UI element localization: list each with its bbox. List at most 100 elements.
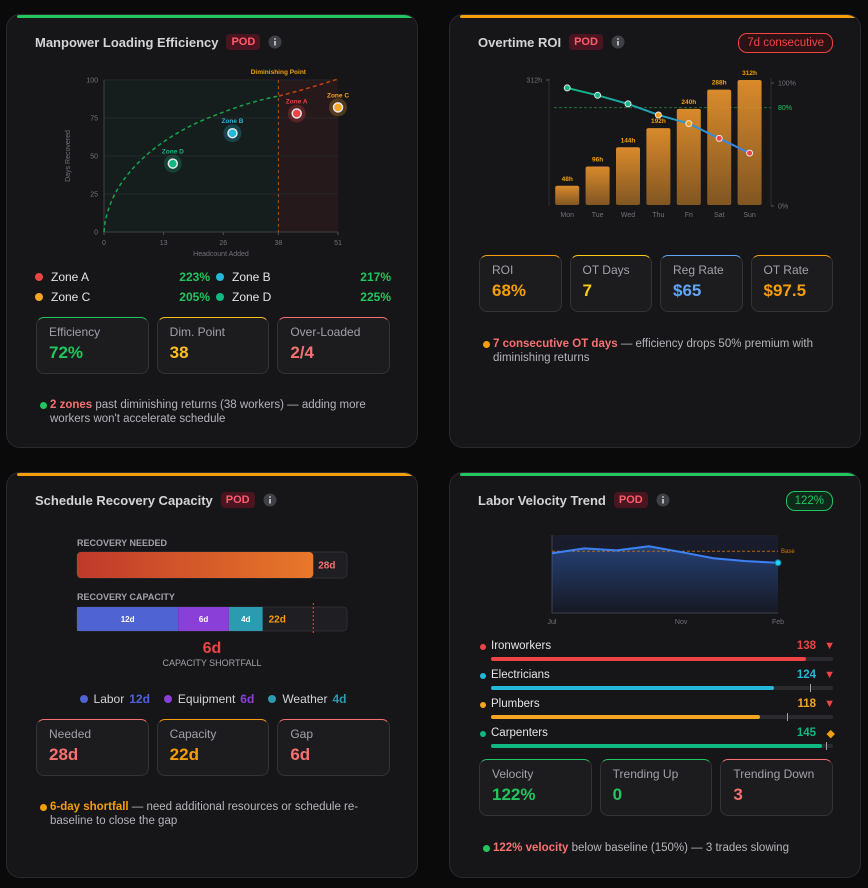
point [332,102,344,113]
info-stem [661,499,664,504]
segment-label: 12d [121,615,135,624]
stat-card: Needed 28d [36,719,149,776]
stat-card: ROI 68% [479,255,562,312]
trade-target [826,742,828,750]
x-tick-label: Sat [714,212,725,219]
badge: POD [220,492,255,508]
x-tick-label: Sun [743,212,756,219]
area-fill [552,546,778,613]
stat-value: 28d [49,745,79,764]
stat-label: Reg Rate [673,263,724,277]
trade-value: 145 [796,727,816,739]
trend-symbol: ◆ [826,728,835,740]
roi-point [594,91,602,99]
card-accent [460,473,860,476]
bar-value-label: 144h [621,137,636,144]
card-title: Manpower Loading Efficiency [35,34,219,50]
legend-name: Zone D [232,290,272,304]
roi-point [624,100,632,108]
chart: 0 25 50 75 100 0 13 26 38 51 Diminishing Point Zone… [65,69,349,258]
y-tick-label: 75 [90,116,98,123]
legend-item: Zone A 223% [35,270,210,284]
trade-track [491,657,833,661]
legend-dot [35,293,43,301]
stat-label: OT Rate [763,263,809,277]
bar [707,89,732,205]
stat-card: Capacity 22d [156,719,270,776]
capacity-segment [228,607,263,631]
x-tick-label: Jul [548,619,557,626]
legend-value: 6d [240,692,255,706]
stat-label: Dim. Point [169,325,226,339]
y-tick-label: 0 [94,230,98,237]
bar [676,108,701,205]
y2-tick-label: 0% [778,204,788,211]
bar [737,80,762,205]
note-highlight: 6-day shortfall [50,801,129,813]
trade-track [491,684,833,692]
info-dot [274,38,277,40]
x-tick-label: Mon [560,212,574,219]
bar [555,185,580,205]
stat-label: ROI [492,263,514,277]
roi-point [654,111,662,119]
chip: 7d consecutive [738,33,833,53]
bar-value-label: 240h [681,99,696,106]
shortfall-label: CAPACITY SHORTFALL [162,658,261,668]
card: Base Jul Nov Feb Labor Velocity Trend POD 122%… [449,472,861,878]
stat-card: Over-Loaded 2/4 [277,317,390,374]
stat-value: 22d [169,745,199,764]
stat-label: Efficiency [49,325,101,339]
legend-value: 12d [129,692,150,706]
note-text: — efficiency drops 50% premium with dimi… [493,338,814,364]
info-icon [263,493,277,507]
point [227,127,238,139]
legend-name: Equipment [177,692,236,706]
trade-dot [480,731,486,737]
note-text: past diminishing returns (38 workers) — … [50,399,366,425]
legend-item: Equipment 6d [163,692,255,706]
stat-label: Gap [290,727,314,741]
segment-legend: Labor 12d Equipment 6d Weather 4d [7,692,417,706]
card: 312h 0% 100% 80% 48h Mon 96h Tue 144h Wed 192h Thu 2… [449,14,861,448]
capacity-total: 22d [269,615,286,626]
legend-name: Weather [282,692,328,706]
stat-value: 72% [49,343,84,362]
trade-bar [491,744,822,748]
trade-value: 124 [796,669,816,681]
y-tick-label: 25 [90,192,98,199]
card-accent [17,473,417,476]
info-dot [617,38,619,40]
x-tick-label: Nov [675,619,688,626]
trade-dot [480,673,486,679]
curve [103,95,280,233]
stat-card: Trending Down 3 [720,759,833,816]
curve [278,78,339,97]
trade-row: Ironworkers 138 ▼ [478,640,835,666]
bar-value-label: 48h [562,176,573,183]
card: RECOVERY NEEDED 28d RECOVERY CAPACITY 12d 6d… [6,472,418,878]
segment-label: 6d [199,615,208,624]
legend-dot [268,695,277,703]
stat-card: OT Rate $97.5 [750,255,833,312]
x-tick-label: 0 [102,240,106,247]
section-label: RECOVERY NEEDED [77,538,168,548]
card-title: Schedule Recovery Capacity [35,492,213,508]
bar [646,128,671,205]
info-stem [617,41,619,46]
bar [585,166,610,205]
stat-card: Velocity 122% [479,759,592,816]
end-point [774,559,782,567]
legend-item: Zone D 225% [216,290,391,304]
stat-label: Needed [49,727,92,741]
bar-value-label: 96h [592,157,603,164]
x-tick-label: Thu [652,212,664,219]
point-label: Zone C [327,92,349,99]
point-label: Zone D [162,149,184,156]
legend-name: Labor [93,692,125,706]
stat-value: $65 [673,281,702,300]
card: 0 25 50 75 100 0 13 26 38 51 Diminishing Point Zone… [6,14,418,448]
section-label: RECOVERY CAPACITY [77,592,175,602]
trade-name: Carpenters [491,727,548,739]
